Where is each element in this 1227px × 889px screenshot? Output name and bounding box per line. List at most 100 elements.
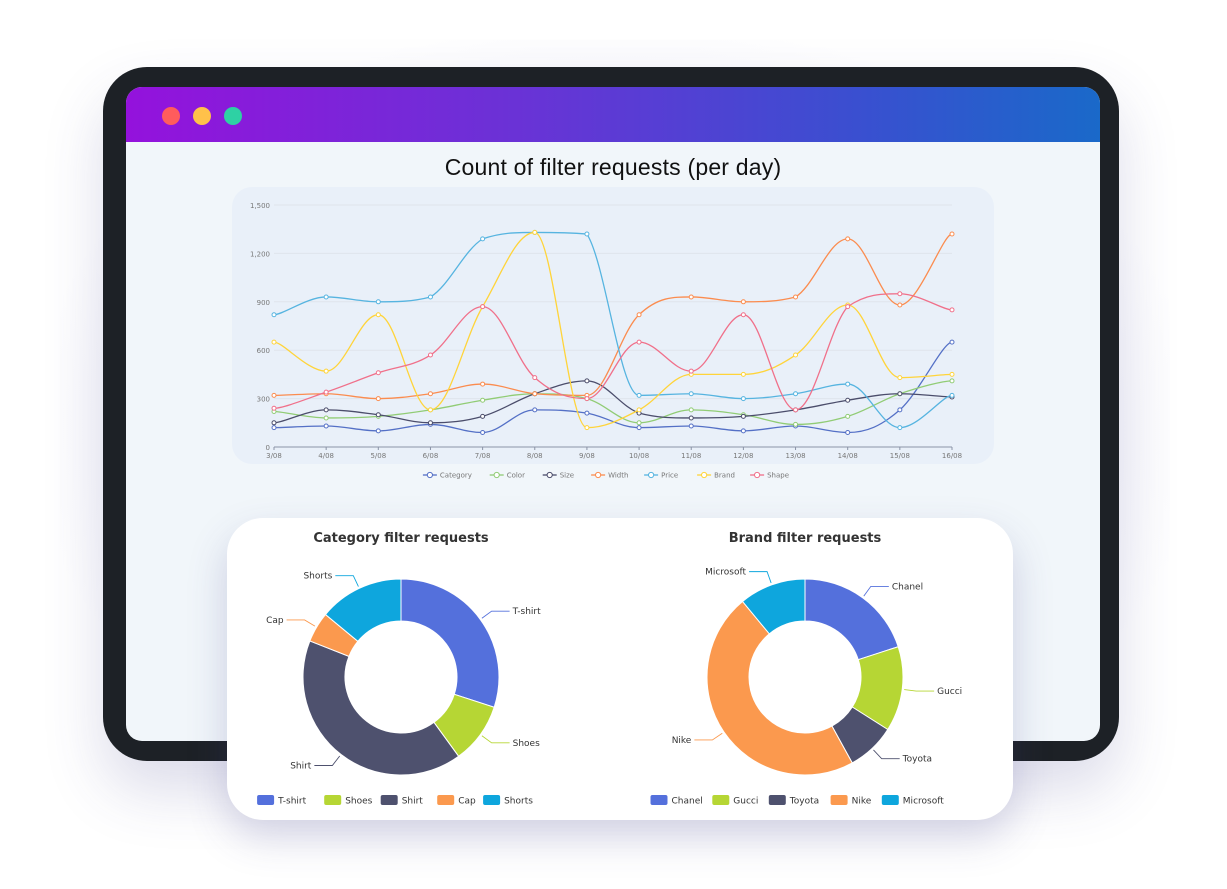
- legend-label: Category: [440, 472, 472, 480]
- maximize-window-dot[interactable]: [224, 107, 242, 125]
- category-legend-item-shoes[interactable]: Shoes: [324, 795, 373, 807]
- category-slice-label: T-shirt: [512, 607, 542, 617]
- pie-charts-card: Category filter requests Brand filter re…: [227, 518, 1013, 820]
- label-leader-line: [286, 619, 316, 627]
- data-point-category: [584, 410, 590, 416]
- data-point-category: [271, 425, 277, 431]
- data-point-width: [845, 236, 851, 242]
- category-slice-shirt[interactable]: [302, 640, 460, 776]
- series-color: [271, 378, 955, 427]
- data-point-width: [271, 392, 277, 398]
- brand-slice-nike[interactable]: [706, 600, 853, 776]
- series-category: [271, 339, 955, 435]
- data-point-size: [427, 420, 433, 426]
- pie-charts: T-shirt Shoes Shirt Cap Shorts T-shirt Shoes Sh…: [257, 568, 962, 807]
- legend-item-color[interactable]: Color: [489, 472, 525, 480]
- label-leader-line: [335, 575, 359, 587]
- data-point-shape: [480, 304, 486, 310]
- brand-legend-item-microsoft[interactable]: Microsoft: [881, 795, 944, 807]
- data-point-price: [584, 231, 590, 237]
- data-point-category: [897, 407, 903, 413]
- data-point-color: [845, 413, 851, 419]
- brand-legend-item-toyota[interactable]: Toyota: [768, 795, 819, 807]
- legend-item-price[interactable]: Price: [644, 472, 678, 480]
- minimize-window-dot[interactable]: [193, 107, 211, 125]
- data-point-shape: [897, 291, 903, 297]
- y-tick-label: 1,200: [250, 250, 270, 258]
- data-point-width: [480, 381, 486, 387]
- data-point-width: [740, 299, 746, 305]
- data-point-size: [740, 413, 746, 419]
- data-point-color: [323, 415, 329, 421]
- legend-item-brand[interactable]: Brand: [697, 472, 735, 480]
- category-legend-item-cap[interactable]: Cap: [437, 795, 476, 807]
- legend-label: Toyota: [789, 797, 819, 807]
- data-point-price: [845, 381, 851, 387]
- category-slice-t-shirt[interactable]: [400, 578, 500, 708]
- category-legend-item-t-shirt[interactable]: T-shirt: [257, 795, 307, 807]
- legend-label: Microsoft: [903, 797, 944, 807]
- data-point-size: [271, 420, 277, 426]
- legend-swatch: [483, 795, 501, 805]
- data-point-color: [949, 378, 955, 384]
- x-tick-label: 4/08: [318, 452, 334, 460]
- x-tick-label: 9/08: [579, 452, 595, 460]
- legend-label: Brand: [714, 472, 735, 480]
- series-price: [271, 229, 955, 431]
- legend-label: Size: [560, 472, 574, 480]
- legend-swatch: [380, 795, 398, 805]
- data-point-brand: [897, 375, 903, 381]
- data-point-price: [636, 392, 642, 398]
- data-point-shape: [793, 407, 799, 413]
- data-point-shape: [532, 375, 538, 381]
- legend-swatch: [712, 795, 730, 805]
- legend-swatch: [768, 795, 786, 805]
- legend-swatch: [830, 795, 848, 805]
- data-point-width: [375, 396, 381, 402]
- x-tick-label: 6/08: [423, 452, 439, 460]
- data-point-price: [949, 392, 955, 398]
- data-point-price: [688, 391, 694, 397]
- close-window-dot[interactable]: [162, 107, 180, 125]
- legend-swatch: [257, 795, 275, 805]
- brand-slice-microsoft[interactable]: [741, 578, 806, 635]
- data-point-price: [375, 299, 381, 305]
- x-tick-label: 13/08: [785, 452, 805, 460]
- data-point-price: [793, 391, 799, 397]
- legend-item-width[interactable]: Width: [591, 472, 628, 480]
- data-point-shape: [427, 352, 433, 358]
- data-point-size: [897, 391, 903, 397]
- data-point-shape: [688, 368, 694, 374]
- data-point-shape: [845, 304, 851, 310]
- legend-item-shape[interactable]: Shape: [750, 472, 789, 480]
- data-point-color: [688, 407, 694, 413]
- data-point-brand: [740, 371, 746, 377]
- data-point-category: [323, 423, 329, 429]
- legend-item-category[interactable]: Category: [422, 472, 472, 480]
- data-point-shape: [323, 389, 329, 395]
- data-point-category: [688, 423, 694, 429]
- brand-legend-item-chanel[interactable]: Chanel: [650, 795, 703, 807]
- legend-item-size[interactable]: Size: [542, 472, 574, 480]
- brand-slice-label: Chanel: [892, 582, 923, 592]
- label-leader-line: [481, 610, 510, 619]
- category-legend-item-shirt[interactable]: Shirt: [380, 795, 424, 807]
- category-slice-label: Shoes: [513, 739, 540, 749]
- x-tick-label: 16/08: [942, 452, 962, 460]
- brand-slice-label: Gucci: [937, 687, 962, 697]
- data-point-brand: [532, 229, 538, 235]
- category-legend-item-shorts[interactable]: Shorts: [483, 795, 533, 807]
- brand-slice-chanel[interactable]: [804, 578, 899, 661]
- brand-legend-item-nike[interactable]: Nike: [830, 795, 872, 807]
- x-tick-label: 15/08: [890, 452, 910, 460]
- data-point-shape: [636, 339, 642, 345]
- legend-label: Price: [661, 472, 678, 480]
- brand-legend-item-gucci[interactable]: Gucci: [712, 795, 758, 807]
- x-tick-label: 12/08: [733, 452, 753, 460]
- legend-label: T-shirt: [277, 797, 307, 807]
- legend-marker: [648, 471, 655, 479]
- series-line-shape: [273, 293, 953, 411]
- category-slice-label: Shorts: [303, 572, 332, 582]
- legend-swatch: [437, 795, 455, 805]
- category-slice-shorts[interactable]: [324, 578, 402, 643]
